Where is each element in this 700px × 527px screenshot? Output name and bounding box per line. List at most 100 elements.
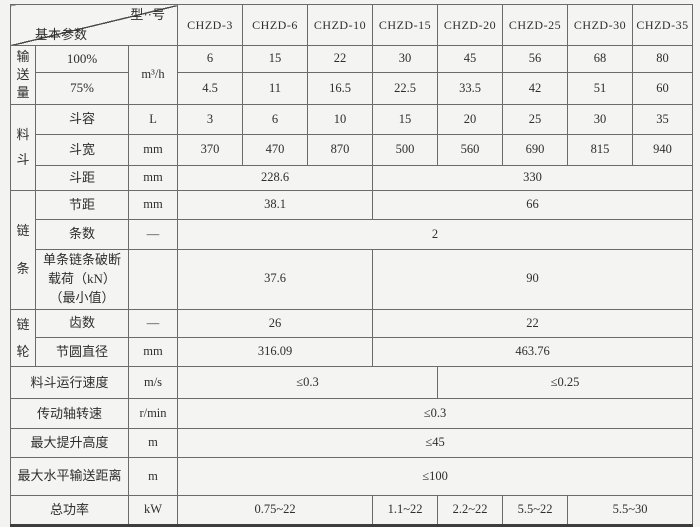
col-header-chzd-15: CHZD-15 [372,4,439,46]
unit-cell: m [127,428,179,459]
param-label: 最大提升高度 [10,428,129,459]
params-axis-label: 基本参数 [35,26,88,42]
table-row: 料斗 斗容 L 3 6 10 15 20 25 30 35 [10,104,694,191]
value-cell: 5.5~22 [502,495,569,527]
unit-cell: m³/h [127,45,179,105]
value-cell: 4.5 [177,72,244,105]
table-row: 料斗运行速度 m/s ≤0.3 ≤0.25 [10,366,694,400]
value-cell: 45 [437,45,504,73]
value-cell: 56 [502,45,569,73]
value-cell-merged-right: 22 [372,308,694,339]
unit-cell: — [127,219,179,250]
value-cell: 15 [242,45,309,73]
value-cell: 870 [307,134,374,166]
table-row: 最大水平输送距离 m ≤100 [10,457,694,497]
category-sprocket: 链轮 [10,308,36,368]
value-cell: 10 [307,104,374,135]
param-label: 100% [35,45,129,73]
value-cell: 42 [502,72,569,105]
value-cell-merged-left: 37.6 [177,249,374,310]
value-cell: 25 [502,104,569,135]
value-cell-merged-right: 463.76 [372,337,694,368]
unit-cell: mm [127,134,179,166]
param-label: 节圆直径 [35,337,129,368]
value-cell: 20 [437,104,504,135]
table-row: 75% 4.5 11 16.5 22.5 33.5 42 51 60 [11,72,694,105]
table-row: 条数 — 2 [11,219,694,250]
category-conveying-capacity: 输送量 [10,45,36,105]
spec-table: 型··号 基本参数 CHZD-3 CHZD-6 CHZD-10 CHZD-15 … [9,4,694,527]
value-cell-merged-left: 228.6 [177,165,374,191]
value-cell: 6 [242,104,309,135]
category-bucket: 料斗 [10,104,36,191]
value-cell-merged-left: 38.1 [177,190,374,220]
unit-cell: m [127,457,179,497]
category-chain: 链条 [10,190,36,310]
table-row: 最大提升高度 m ≤45 [10,428,694,459]
unit-cell: mm [127,190,179,220]
value-cell-merged-right: 330 [372,165,694,191]
value-cell: 690 [502,134,569,166]
value-cell-merged: 5.5~30 [567,495,694,527]
col-header-chzd-3: CHZD-3 [177,4,244,46]
document-page: 型··号 基本参数 CHZD-3 CHZD-6 CHZD-10 CHZD-15 … [9,4,694,527]
table-row: 总功率 kW 0.75~22 1.1~22 2.2~22 5.5~22 5.5~… [10,495,694,527]
value-cell-merged-full: ≤45 [177,428,694,459]
value-cell: 30 [372,45,439,73]
value-cell: 2.2~22 [437,495,504,527]
unit-cell [127,249,179,310]
table-row: 链条 节距 mm 38.1 66 [10,190,694,310]
value-cell: 11 [242,72,309,105]
table-row: 链轮 齿数 — 26 22 [10,308,694,368]
value-cell: 51 [567,72,634,105]
table-row: 型··号 基本参数 CHZD-3 CHZD-6 CHZD-10 CHZD-15 … [9,4,694,46]
table-row: 单条链条破断载荷（kN）（最小值） 37.6 90 [11,249,694,310]
value-cell: 470 [242,134,309,166]
value-cell-merged: 0.75~22 [177,495,374,527]
value-cell: 940 [632,134,694,166]
value-cell: 560 [437,134,504,166]
value-cell: 33.5 [437,72,504,105]
unit-cell: mm [127,337,179,368]
param-label: 条数 [35,219,129,250]
value-cell: 80 [632,45,694,73]
col-header-chzd-10: CHZD-10 [307,4,374,46]
unit-cell: r/min [127,398,179,430]
col-header-chzd-6: CHZD-6 [242,4,309,46]
table-row: 输送量 100% m³/h 6 15 22 30 45 56 68 80 [10,45,694,105]
table-row: 节圆直径 mm 316.09 463.76 [11,337,694,368]
value-cell: 815 [567,134,634,166]
param-label: 齿数 [35,308,129,339]
value-cell: 60 [632,72,694,105]
col-header-chzd-25: CHZD-25 [502,4,569,46]
unit-cell: L [127,104,179,135]
param-label: 节距 [35,190,129,220]
param-label: 料斗运行速度 [10,366,129,400]
param-label: 斗容 [35,104,129,135]
col-header-chzd-30: CHZD-30 [567,4,634,46]
value-cell-merged-left: 26 [177,308,374,339]
value-cell: 15 [372,104,439,135]
value-cell-merged-right: 66 [372,190,694,220]
value-cell: 500 [372,134,439,166]
value-cell: 30 [567,104,634,135]
param-label: 75% [35,72,129,105]
value-cell-merged-left: ≤0.3 [177,366,439,400]
value-cell: 22.5 [372,72,439,105]
value-cell: 6 [177,45,244,73]
value-cell-merged-full: ≤0.3 [177,398,694,430]
table-row: 斗宽 mm 370 470 870 500 560 690 815 940 [11,134,694,166]
value-cell-merged-right: ≤0.25 [437,366,694,400]
unit-cell: — [127,308,179,339]
value-cell: 16.5 [307,72,374,105]
value-cell: 35 [632,104,694,135]
value-cell-merged-full: 2 [177,219,694,250]
param-label: 斗宽 [35,134,129,166]
param-label: 传动轴转速 [10,398,129,430]
value-cell: 370 [177,134,244,166]
unit-cell: mm [127,165,179,191]
value-cell-merged-full: ≤100 [177,457,694,497]
col-header-chzd-35: CHZD-35 [632,4,694,46]
param-label: 单条链条破断载荷（kN）（最小值） [35,249,129,310]
table-row: 传动轴转速 r/min ≤0.3 [10,398,694,430]
